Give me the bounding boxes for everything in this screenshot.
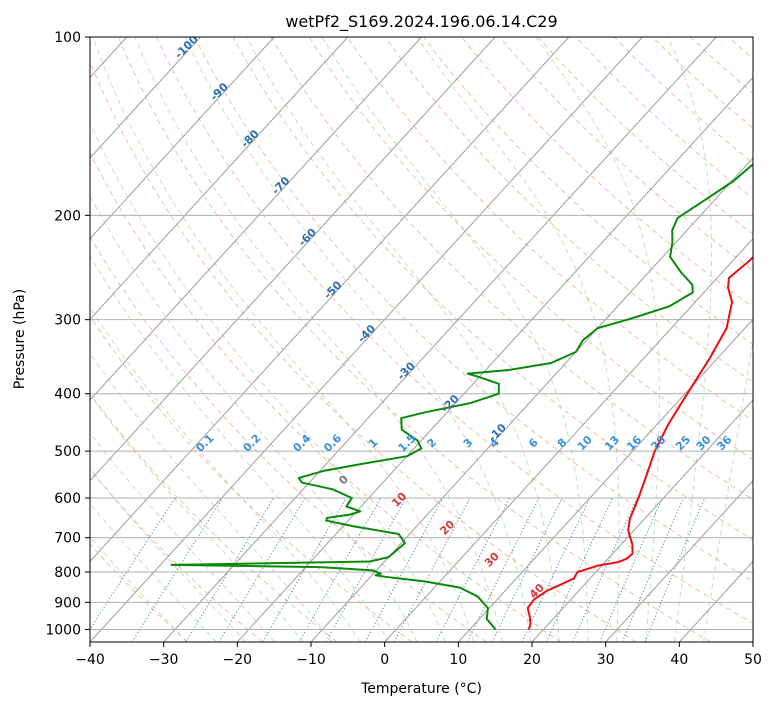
moist-adiabat (92, 37, 475, 642)
moist-adiabat (90, 352, 333, 642)
isotherm (90, 37, 201, 159)
mixing-ratio-line (491, 497, 563, 642)
x-tick-label: 50 (744, 652, 762, 668)
y-tick-label: 600 (54, 491, 81, 507)
axes: −40 −30 −20 −10 0 10 20 30 40 50 100 200 300 400 500 60… (45, 30, 762, 668)
moist-adiabat (245, 37, 560, 642)
mixing-ratio-line (572, 497, 638, 642)
y-tick-label: 400 (54, 387, 81, 403)
mixing-ratio-line (467, 497, 540, 642)
moist-adiabat (534, 37, 660, 642)
moist-adiabat (90, 194, 418, 642)
mixing-ratio-line (545, 497, 613, 642)
temperature-line (526, 255, 753, 630)
isotherm (90, 37, 349, 321)
y-tick-label: 1000 (45, 622, 81, 638)
y-tick-label: 700 (54, 531, 81, 547)
isotherm (90, 37, 275, 240)
mixing-ratio-line (364, 497, 444, 642)
isotherm (605, 479, 753, 642)
moist-adiabat (90, 254, 390, 642)
y-tick-label: 200 (54, 208, 81, 224)
x-tick-label: −40 (75, 652, 105, 668)
dry-adiabat (90, 315, 413, 642)
x-tick-label: −20 (223, 652, 253, 668)
y-tick-label: 100 (54, 30, 81, 46)
mixing-ratio-line (599, 497, 664, 642)
x-axis-label: Temperature (°C) (360, 681, 482, 697)
moist-adiabat (134, 37, 503, 642)
dry-adiabat (117, 37, 711, 642)
isotherm (457, 318, 753, 642)
moist-adiabat (703, 337, 753, 642)
y-tick-label: 500 (54, 444, 81, 460)
moist-adiabat (416, 37, 620, 642)
mixing-ratio-line (644, 497, 706, 642)
mixing-ratio-line (393, 497, 471, 642)
dry-adiabat (270, 37, 753, 500)
x-tick-label: 40 (670, 652, 688, 668)
background-lines (90, 37, 753, 642)
dry-adiabat (232, 37, 753, 541)
x-tick-label: −30 (149, 652, 179, 668)
moist-adiabat (90, 306, 361, 642)
moist-adiabat (90, 432, 276, 642)
mixing-ratio-line (185, 497, 275, 642)
isotherm (163, 37, 717, 642)
y-tick-label: 800 (54, 565, 81, 581)
plot-frame (89, 36, 754, 643)
mixing-ratio-line (435, 497, 511, 642)
isotherm (531, 399, 753, 642)
dry-adiabat (156, 37, 753, 625)
dry-adiabat (90, 60, 637, 642)
mixing-ratio-line (262, 497, 347, 642)
x-tick-label: 0 (380, 652, 389, 668)
x-tick-label: 10 (449, 652, 467, 668)
mixing-ratio-line (325, 497, 407, 642)
moist-adiabat (90, 121, 447, 642)
isotherm (236, 76, 753, 642)
x-tick-label: −10 (296, 652, 326, 668)
y-axis-label: Pressure (hPa) (12, 289, 28, 389)
dewpoint-line (170, 162, 753, 631)
isotherm (90, 37, 643, 642)
moist-adiabat (321, 37, 589, 642)
mixing-ratio-line (218, 497, 306, 642)
x-tick-label: 30 (597, 652, 615, 668)
dry-adiabat (90, 151, 562, 642)
y-tick-label: 300 (54, 313, 81, 329)
dry-adiabat (90, 392, 338, 642)
moist-adiabat (667, 37, 713, 642)
y-tick-label: 900 (54, 595, 81, 611)
dry-adiabat (194, 37, 753, 582)
series-layer (170, 162, 753, 631)
isotherm (384, 237, 753, 642)
isotherm (90, 37, 422, 401)
mixing-ratio-line (621, 497, 684, 642)
chart-title: wetPf2_S169.2024.196.06.14.C29 (285, 12, 557, 32)
isotherm (90, 37, 496, 482)
isotherm (90, 37, 570, 563)
dry-adiabat (613, 37, 753, 164)
x-tick-label: 20 (523, 652, 541, 668)
dry-adiabat (423, 37, 753, 345)
dry-adiabat (90, 468, 263, 642)
